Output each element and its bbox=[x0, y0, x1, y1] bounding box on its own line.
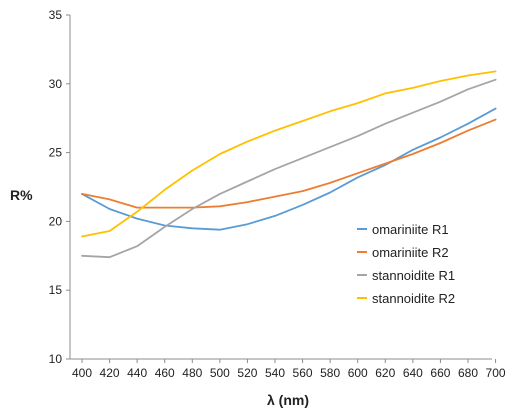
x-axis-title: λ (nm) bbox=[267, 392, 309, 408]
x-tick-label: 640 bbox=[403, 366, 423, 380]
x-tick-label: 500 bbox=[210, 366, 230, 380]
y-tick-label: 35 bbox=[49, 8, 63, 22]
x-tick-label: 660 bbox=[430, 366, 450, 380]
legend-label: stannoidite R2 bbox=[372, 291, 455, 306]
x-tick-label: 480 bbox=[182, 366, 202, 380]
series-line-omariniite-r1 bbox=[81, 107, 497, 231]
axes bbox=[69, 15, 492, 360]
series-layer bbox=[81, 70, 497, 259]
x-tick-label: 440 bbox=[127, 366, 147, 380]
legend-label: omariniite R2 bbox=[372, 245, 449, 260]
x-tick-label: 420 bbox=[100, 366, 120, 380]
x-tick-label: 680 bbox=[458, 366, 478, 380]
series-line-omariniite-r2 bbox=[81, 118, 497, 209]
series-line-stannoidite-r2 bbox=[81, 70, 497, 238]
x-tick-label: 540 bbox=[265, 366, 285, 380]
series-line-stannoidite-r1 bbox=[81, 78, 497, 259]
x-tick-label: 460 bbox=[155, 366, 175, 380]
legend-label: omariniite R1 bbox=[372, 222, 449, 237]
legend-label: stannoidite R1 bbox=[372, 268, 455, 283]
x-tick-label: 620 bbox=[375, 366, 395, 380]
tick-labels: 10 15 20 25 30 35 400 420 440 460 480 500 520 540 560 5… bbox=[49, 8, 506, 380]
legend: omariniite R1 omariniite R2 stannoidite R1… bbox=[357, 222, 455, 306]
x-tick-label: 600 bbox=[348, 366, 368, 380]
y-tick-label: 20 bbox=[49, 214, 63, 228]
x-tick-label: 560 bbox=[293, 366, 313, 380]
y-tick-label: 25 bbox=[49, 146, 63, 160]
x-tick-label: 580 bbox=[320, 366, 340, 380]
y-tick-label: 15 bbox=[49, 283, 63, 297]
x-tick-label: 400 bbox=[72, 366, 92, 380]
y-axis-title: R% bbox=[10, 187, 33, 203]
y-tick-label: 10 bbox=[49, 352, 63, 366]
x-tick-label: 520 bbox=[237, 366, 257, 380]
y-tick-label: 30 bbox=[49, 77, 63, 91]
x-tick-label: 700 bbox=[486, 366, 506, 380]
